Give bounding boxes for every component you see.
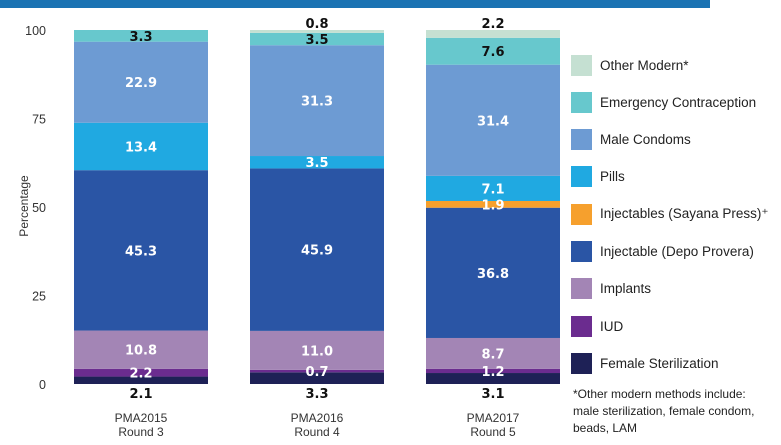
bar-segment-emergency-contraception: [250, 32, 384, 46]
data-label: 45.3: [125, 244, 157, 259]
bar-segment-iud: [250, 369, 384, 373]
bar-segment-male-condoms: [74, 41, 208, 123]
bar-segment-pills: [426, 175, 560, 201]
legend-swatch: [571, 278, 592, 300]
legend-swatch: [571, 91, 592, 113]
data-label: 2.2: [129, 367, 152, 382]
data-label: 45.9: [301, 244, 333, 259]
data-label: 3.3: [305, 387, 328, 402]
category-label: PMA2015: [115, 411, 168, 425]
bar-segment-iud: [74, 368, 208, 377]
data-label: 7.6: [481, 45, 504, 60]
data-label: 7.1: [481, 182, 504, 197]
legend-swatch: [571, 54, 592, 76]
y-tick-label: 100: [25, 24, 46, 38]
data-label: 3.5: [305, 33, 328, 48]
footnote-line-2: male sterilization, female condom,: [573, 404, 755, 418]
legend-label: Injectable (Depo Provera): [600, 244, 754, 259]
legend-swatch: [571, 315, 592, 337]
category-sublabel: Round 5: [470, 425, 516, 439]
bar-segment-injectables-sayana-press: [426, 200, 560, 208]
legend-label: Implants: [600, 281, 652, 297]
bar-segment-implants: [426, 337, 560, 369]
data-label: 1.2: [481, 365, 504, 380]
legend-label: Female Sterilization: [600, 355, 719, 371]
footnote-line-1: *Other modern methods include:: [573, 387, 746, 401]
legend-swatch: [571, 166, 592, 188]
bar-segment-pills: [250, 156, 384, 169]
legend-item: Injectable (Depo Provera): [571, 241, 754, 263]
bar-segment-pills: [74, 122, 208, 171]
legend-label: Other Modern*: [600, 57, 689, 73]
bar-segment-female-sterilization: [426, 373, 560, 384]
legend-item: Injectables (Sayana Press)⁺: [571, 203, 768, 225]
y-axis: 0 25 50 75 100: [25, 24, 46, 392]
bar-labels: 2.1 2.2 10.8 45.3 13.4 22.9 3.3 3.3 0.7 11.0 45.9 3…: [125, 17, 509, 402]
data-label: 1.9: [481, 198, 504, 213]
y-tick-label: 0: [39, 378, 46, 392]
category-sublabel: Round 3: [118, 425, 164, 439]
legend-item: Implants: [571, 278, 651, 300]
stacked-bar-chart: 0 25 50 75 100 Percentage 2.1 2.2 10.8 45.3 13.4…: [17, 17, 560, 439]
legend-item: Emergency Contraception: [571, 91, 756, 113]
legend-swatch: [571, 352, 592, 374]
legend-item: IUD: [571, 315, 623, 337]
bar-segment-female-sterilization: [250, 372, 384, 384]
y-axis-label: Percentage: [17, 175, 31, 237]
data-label: 10.8: [125, 344, 157, 359]
legend-item: Other Modern*: [571, 54, 689, 76]
legend-label: Pills: [600, 169, 625, 185]
data-label: 8.7: [481, 347, 504, 362]
data-label: 3.5: [305, 156, 328, 171]
footnote: *Other modern methods include: male ster…: [573, 386, 778, 437]
footnote-line-3: beads, LAM: [573, 421, 638, 435]
legend-item: Female Sterilization: [571, 352, 719, 374]
y-tick-label: 75: [32, 113, 46, 127]
category-label: PMA2017: [467, 411, 520, 425]
bar-segment-other-modern: [250, 30, 384, 33]
bar-segment-iud: [426, 368, 560, 374]
category-sublabel: Round 4: [294, 425, 340, 439]
bar-segment-male-condoms: [250, 45, 384, 157]
data-label: 13.4: [125, 140, 157, 155]
legend-swatch: [571, 203, 592, 225]
bar-segment-emergency-contraception: [426, 37, 560, 65]
category-label: PMA2016: [291, 411, 344, 425]
data-label: 22.9: [125, 76, 157, 91]
y-tick-label: 50: [32, 201, 46, 215]
data-label: 31.4: [477, 114, 509, 129]
bar-segment-injectable-depo-provera: [426, 207, 560, 338]
data-label: 36.8: [477, 267, 509, 282]
bar-segment-injectable-depo-provera: [250, 168, 384, 331]
bar-segment-implants: [74, 330, 208, 369]
header-accent-bar: [0, 0, 710, 8]
legend-label: Male Condoms: [600, 132, 691, 148]
bar-segment-male-condoms: [426, 64, 560, 176]
legend-label: Emergency Contraception: [600, 94, 757, 110]
data-label: 31.3: [301, 95, 333, 110]
data-label: 0.8: [305, 17, 328, 32]
data-label: 3.3: [129, 30, 152, 45]
data-label: 11.0: [301, 344, 333, 359]
y-tick-label: 25: [32, 290, 46, 304]
data-label: 0.7: [305, 365, 328, 380]
data-label: 2.1: [129, 387, 152, 402]
legend-swatch: [571, 241, 592, 262]
bar-segment-implants: [250, 330, 384, 370]
legend-item: Male Condoms: [571, 129, 691, 151]
bar-segment-emergency-contraception: [74, 30, 208, 42]
bar-segment-other-modern: [426, 30, 560, 38]
data-label: 3.1: [481, 387, 504, 402]
legend-swatch: [571, 129, 592, 151]
legend-label: IUD: [600, 318, 624, 334]
bar-segment-injectable-depo-provera: [74, 170, 208, 331]
bars: [74, 30, 560, 384]
legend-item: Pills: [571, 166, 625, 188]
bar-segment-female-sterilization: [74, 376, 208, 384]
legend-label: Injectables (Sayana Press)⁺: [600, 206, 769, 222]
data-label: 2.2: [481, 17, 504, 32]
